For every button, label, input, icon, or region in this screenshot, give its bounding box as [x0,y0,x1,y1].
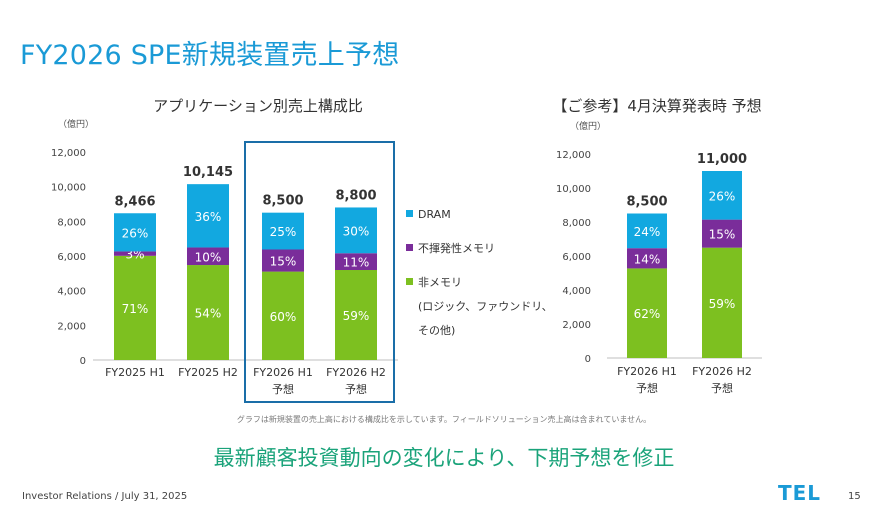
x-category-label: FY2026 H1 [253,366,313,379]
bar-segment [335,253,377,271]
segment-percent-label: 10% [195,250,222,264]
legend-label: 非メモリ [418,276,462,289]
segment-percent-label: 14% [634,252,661,266]
y-tick-label: 12,000 [556,150,591,161]
bar-total-label: 11,000 [697,152,747,167]
x-category-label: 予想 [272,382,294,396]
bar-segment [114,251,156,256]
chart-title: 【ご参考】4月決算発表時 予想 [552,97,761,115]
bar-segment [262,212,304,250]
x-category-label: FY2026 H2 [326,366,386,379]
bar-segment [114,255,156,360]
bar-total-label: 8,466 [114,194,155,209]
y-unit-label: （億円） [58,118,94,130]
y-tick-label: 6,000 [562,252,591,263]
segment-percent-label: 62% [634,307,661,321]
y-tick-label: 0 [585,354,591,365]
bar-segment [702,219,742,248]
y-tick-label: 4,000 [57,287,86,298]
bar-segment [335,207,377,254]
y-tick-label: 2,000 [57,321,86,332]
page-title: FY2026 SPE新規装置売上予想 [20,40,400,71]
y-tick-label: 2,000 [562,320,591,331]
y-unit-label: （億円） [570,120,606,132]
segment-percent-label: 59% [343,309,370,323]
x-category-label: 予想 [711,381,733,395]
segment-percent-label: 15% [709,228,736,242]
segment-percent-label: 11% [343,256,370,270]
x-category-label: FY2025 H2 [178,366,238,379]
page-number: 15 [848,491,861,502]
segment-percent-label: 54% [195,307,222,321]
bar-total-label: 10,145 [183,165,233,180]
bar-segment [187,184,229,248]
legend-label: DRAM [418,208,451,221]
bar-segment [702,171,742,220]
segment-percent-label: 24% [634,225,661,239]
y-tick-label: 6,000 [57,252,86,263]
y-tick-label: 12,000 [51,148,86,159]
legend-label: 不揮発性メモリ [418,241,495,255]
bar-segment [627,213,667,249]
x-category-label: 予想 [636,381,658,395]
key-message: 最新顧客投資動向の変化により、下期予想を修正 [213,446,675,470]
legend-label: (ロジック、ファウンドリ、 [418,300,553,313]
tel-logo: TEL [778,481,822,505]
chart-footnote: グラフは新規装置の売上高における構成比を示しています。フィールドソリューション売… [236,415,652,424]
bar-segment [262,271,304,360]
x-category-label: FY2025 H1 [105,366,165,379]
chart-title: アプリケーション別売上構成比 [153,97,363,115]
bar-segment [627,248,667,269]
x-category-label: FY2026 H2 [692,365,752,378]
y-tick-label: 4,000 [562,286,591,297]
segment-percent-label: 36% [195,210,222,224]
forecast-highlight-box [244,141,395,403]
segment-percent-label: 15% [270,255,297,269]
legend-swatch [406,210,413,217]
y-tick-label: 10,000 [556,184,591,195]
legend-label: その他) [418,324,455,337]
legend-swatch [406,244,413,251]
x-category-label: 予想 [345,382,367,396]
bar-segment [187,265,229,360]
bar-segment [114,213,156,252]
bar-total-label: 8,800 [335,188,376,203]
segment-percent-label: 25% [270,225,297,239]
bar-segment [627,268,667,358]
segment-percent-label: 71% [122,302,149,316]
bar-segment [335,270,377,360]
segment-percent-label: 26% [122,226,149,240]
legend-swatch [406,278,413,285]
y-tick-label: 8,000 [57,217,86,228]
y-tick-label: 8,000 [562,218,591,229]
y-tick-label: 0 [80,356,86,367]
bar-segment [262,249,304,272]
segment-percent-label: 30% [343,224,370,238]
bar-segment [187,247,229,266]
footer-date: Investor Relations / July 31, 2025 [22,491,188,502]
bar-segment [702,247,742,358]
segment-percent-label: 60% [270,310,297,324]
y-tick-label: 10,000 [51,183,86,194]
segment-percent-label: 59% [709,297,736,311]
x-category-label: FY2026 H1 [617,365,677,378]
bar-total-label: 8,500 [626,195,667,210]
bar-total-label: 8,500 [262,194,303,209]
segment-percent-label: 26% [709,189,736,203]
